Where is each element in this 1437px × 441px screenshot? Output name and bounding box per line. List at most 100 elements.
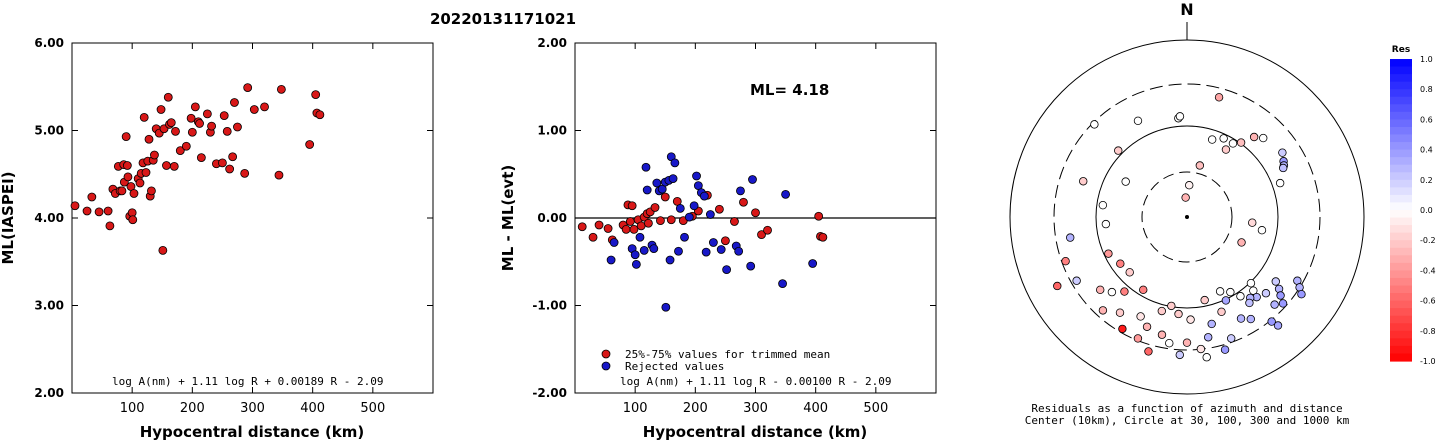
station-residual xyxy=(1248,218,1257,227)
station-residual xyxy=(1175,112,1185,121)
station-residual xyxy=(1101,219,1111,229)
data-point xyxy=(260,102,269,112)
colorbar-segment xyxy=(1390,232,1412,241)
y-tick-label: 2.00 xyxy=(537,36,567,50)
data-point xyxy=(739,197,748,207)
legend-marker-trimmed xyxy=(601,349,611,359)
data-point xyxy=(195,119,204,128)
data-point xyxy=(82,206,92,216)
data-point xyxy=(661,302,671,312)
data-point xyxy=(276,84,286,94)
station-residual xyxy=(1133,334,1143,343)
data-point xyxy=(818,232,828,242)
colorbar-segment xyxy=(1390,345,1412,355)
station-residual xyxy=(1237,238,1246,247)
station-residual xyxy=(1278,299,1288,308)
station-residual xyxy=(1098,306,1108,315)
data-point xyxy=(666,215,676,225)
colorbar-segment xyxy=(1390,323,1412,332)
colorbar-segment xyxy=(1390,293,1412,302)
colorbar-tick-label: 0.4 xyxy=(1420,146,1433,155)
ring-30km xyxy=(1141,171,1233,263)
station-residual xyxy=(1079,177,1088,186)
station-residual xyxy=(1278,148,1287,157)
panel-azimuth-residuals: N Residuals as a function of azimuth and… xyxy=(1009,0,1436,427)
y-axis-label: ML(IASPEI) xyxy=(0,171,17,264)
data-point xyxy=(699,191,709,201)
data-point xyxy=(128,215,138,225)
caption-line-1: Residuals as a function of azimuth and d… xyxy=(1031,402,1342,415)
data-point xyxy=(814,211,824,221)
station-residual xyxy=(1165,338,1174,348)
data-point xyxy=(631,259,641,269)
data-point xyxy=(660,192,670,202)
y-tick-label: 4.00 xyxy=(34,211,64,225)
station-residual xyxy=(1257,226,1267,235)
station-residual xyxy=(1207,135,1217,144)
colorbar-tick-label: 0.0 xyxy=(1420,206,1433,215)
ml-annotation: ML= 4.18 xyxy=(750,81,829,99)
data-point xyxy=(730,217,739,226)
data-point xyxy=(187,127,197,137)
data-point xyxy=(656,216,665,226)
ring-300km xyxy=(1053,83,1321,351)
x-axis-label: Hypocentral distance (km) xyxy=(140,423,365,441)
data-point xyxy=(202,109,212,119)
data-point xyxy=(763,225,772,235)
data-point xyxy=(594,220,604,230)
data-point xyxy=(627,201,637,211)
station-residual xyxy=(1107,287,1117,297)
data-point xyxy=(629,224,639,234)
station-residual xyxy=(1182,338,1192,347)
station-residual xyxy=(1196,344,1206,354)
colorbar-segment xyxy=(1390,96,1412,105)
station-residual xyxy=(1271,277,1280,286)
station-residual xyxy=(1090,120,1099,129)
data-point xyxy=(274,170,284,180)
data-point xyxy=(121,132,131,142)
station-residual xyxy=(1279,163,1288,173)
colorbar-segment xyxy=(1390,59,1412,68)
data-point xyxy=(230,98,239,107)
data-point xyxy=(117,186,127,196)
station-residual xyxy=(1236,292,1245,301)
station-residual xyxy=(1275,178,1285,188)
colorbar-tick-label: -0.6 xyxy=(1420,297,1436,306)
station-residual xyxy=(1174,309,1183,319)
colorbar-segment xyxy=(1390,164,1412,173)
colorbar-segment xyxy=(1390,240,1412,249)
x-tick-label: 300 xyxy=(743,401,768,416)
legend-label-rejected: Rejected values xyxy=(625,360,724,373)
data-point xyxy=(746,261,756,271)
data-point xyxy=(135,178,145,188)
colorbar-segment xyxy=(1390,74,1412,83)
data-point xyxy=(163,92,173,102)
station-residual xyxy=(1261,289,1271,298)
colorbar-tick-label: 0.6 xyxy=(1420,115,1433,124)
station-residual xyxy=(1061,256,1070,266)
data-point xyxy=(642,185,652,195)
data-point xyxy=(736,186,745,196)
colorbar-segment xyxy=(1390,66,1412,75)
data-point xyxy=(778,279,787,289)
colorbar-segment xyxy=(1390,81,1412,90)
data-point xyxy=(70,201,80,211)
station-residual xyxy=(1139,285,1148,295)
station-residual xyxy=(1249,132,1259,142)
station-residual xyxy=(1142,322,1152,331)
x-tick-label: 100 xyxy=(623,401,648,416)
data-point xyxy=(190,102,200,112)
station-residual xyxy=(1181,193,1190,202)
data-point xyxy=(103,206,113,216)
data-point xyxy=(808,259,818,268)
data-point xyxy=(588,232,598,242)
station-residual xyxy=(1228,139,1238,148)
station-residual xyxy=(1072,276,1081,285)
colorbar-segment xyxy=(1390,172,1412,181)
colorbar-tick-label: 0.8 xyxy=(1420,85,1433,94)
data-point xyxy=(225,164,235,174)
formula-label: log A(nm) + 1.11 log R - 0.00100 R - 2.0… xyxy=(620,375,892,388)
station-residual xyxy=(1116,259,1125,268)
data-point xyxy=(625,217,635,226)
station-residual xyxy=(1219,134,1228,143)
